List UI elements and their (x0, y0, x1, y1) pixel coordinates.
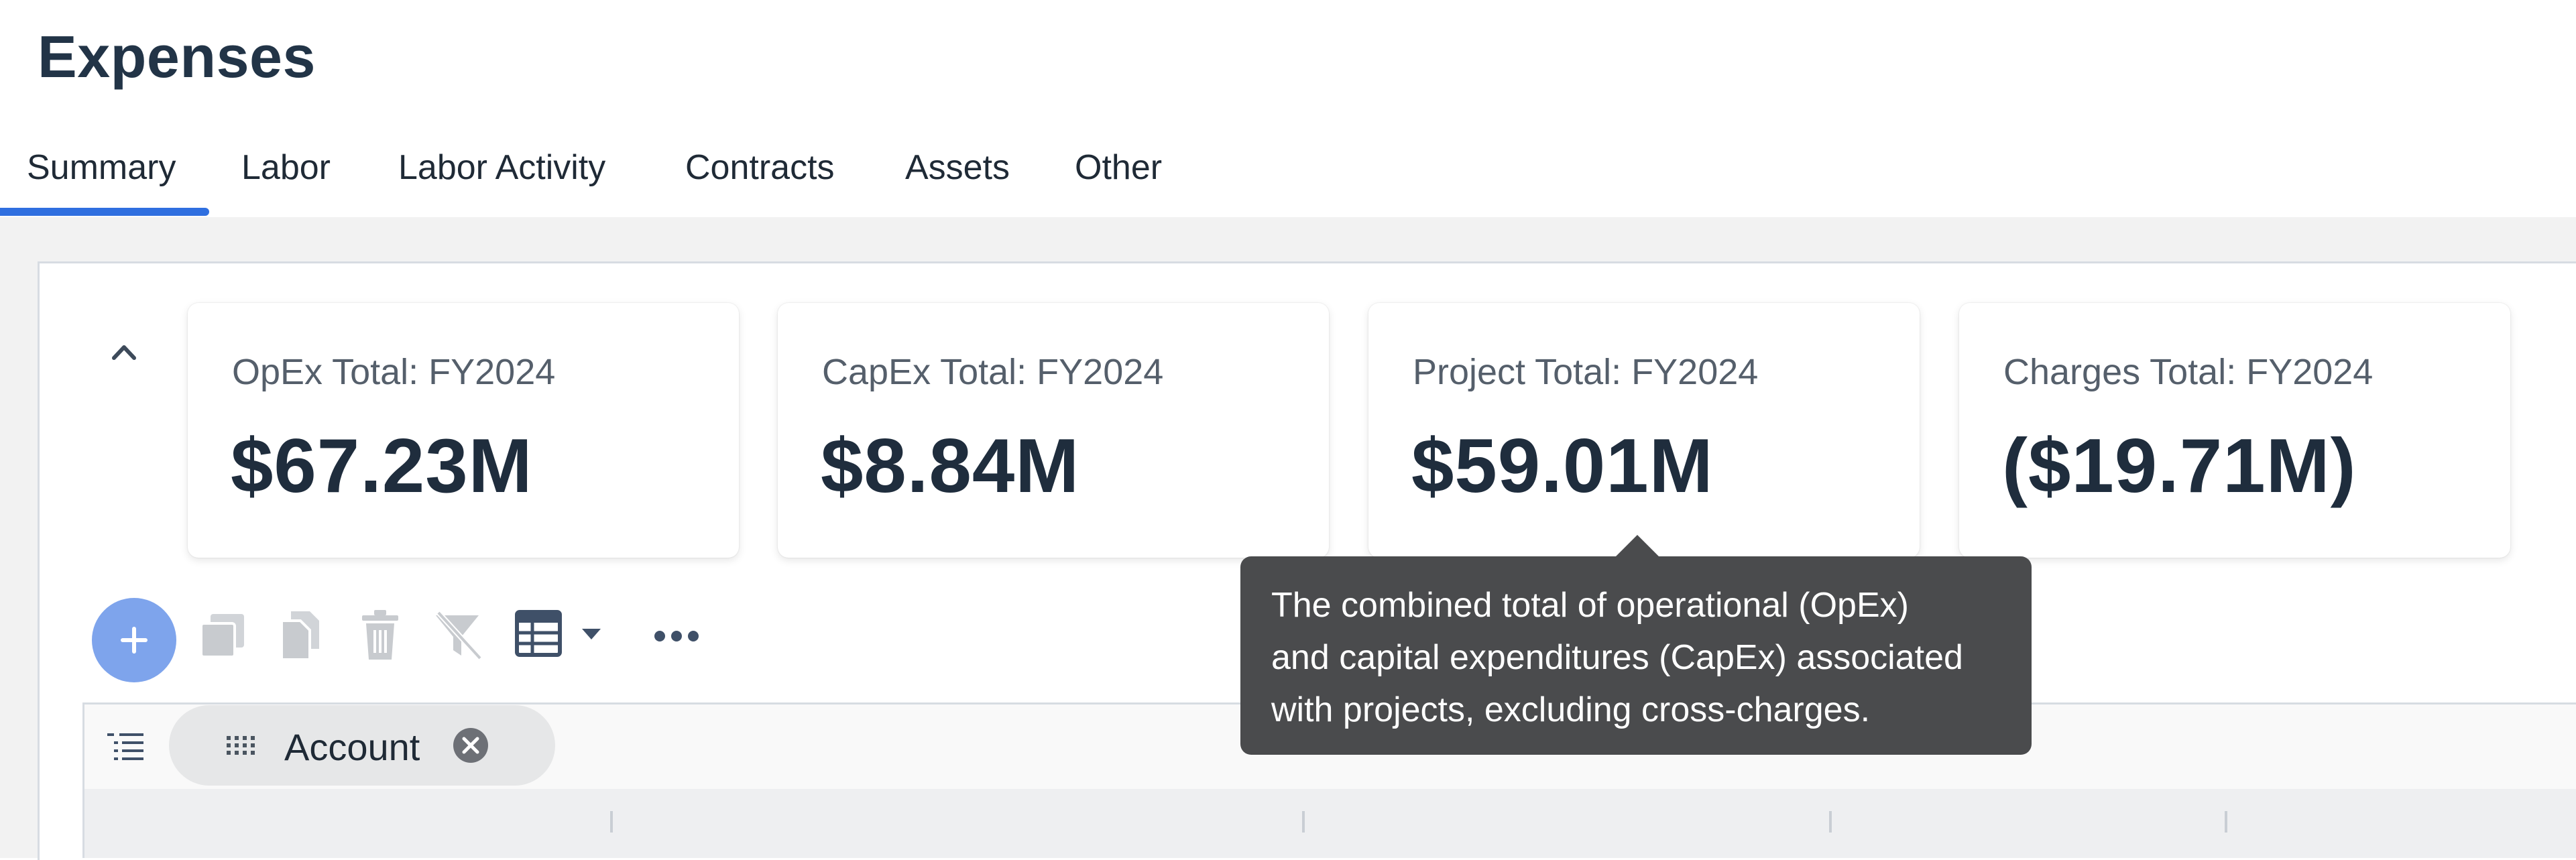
clear-filter-button[interactable] (432, 609, 485, 666)
kpi-card-label: OpEx Total: FY2024 (232, 352, 556, 392)
kpi-card-opex[interactable]: OpEx Total: FY2024 $67.23M (188, 303, 739, 558)
table-view-dropdown[interactable] (581, 627, 602, 644)
grouped-list-icon (107, 733, 143, 760)
more-icon (654, 631, 699, 641)
kpi-card-project[interactable]: Project Total: FY2024 $59.01M (1368, 303, 1920, 558)
copy-button[interactable] (197, 610, 248, 664)
kpi-card-label: Project Total: FY2024 (1413, 352, 1759, 392)
kpi-card-label: Charges Total: FY2024 (2003, 352, 2374, 392)
column-resize-handle[interactable] (610, 811, 613, 833)
column-resize-handle[interactable] (1829, 811, 1832, 833)
clear-filter-icon (436, 611, 482, 660)
tab-contracts[interactable]: Contracts (685, 148, 835, 187)
group-toggle-button[interactable] (106, 731, 145, 767)
tooltip-line: and capital expenditures (CapEx) associa… (1271, 638, 1963, 677)
tab-other[interactable]: Other (1075, 148, 1163, 187)
tab-labor[interactable]: Labor (241, 148, 331, 187)
add-button[interactable] (92, 598, 176, 682)
tooltip-line: The combined total of operational (OpEx) (1271, 586, 1909, 625)
kpi-card-value: $59.01M (1411, 424, 1714, 509)
table-view-button[interactable] (515, 610, 562, 660)
duplicate-button[interactable] (278, 609, 325, 666)
duplicate-icon (280, 611, 319, 661)
tab-bar: Summary Labor Labor Activity Contracts A… (0, 134, 2576, 219)
kpi-card-capex[interactable]: CapEx Total: FY2024 $8.84M (778, 303, 1329, 558)
dropdown-caret-icon (582, 629, 601, 639)
delete-button[interactable] (357, 609, 404, 666)
page-title: Expenses (38, 23, 316, 90)
table-view-icon (515, 610, 562, 657)
kpi-card-charges[interactable]: Charges Total: FY2024 ($19.71M) (1959, 303, 2510, 558)
tooltip-line: with projects, excluding cross-charges. (1271, 690, 1871, 729)
project-total-tooltip: The combined total of operational (OpEx)… (1240, 556, 2032, 755)
more-options-button[interactable] (653, 626, 700, 650)
tab-summary[interactable]: Summary (27, 148, 176, 187)
chevron-up-icon (112, 345, 136, 360)
grid-column-header-row (82, 789, 2576, 858)
tab-labor-activity[interactable]: Labor Activity (398, 148, 606, 187)
copy-icon (200, 614, 244, 658)
column-resize-handle[interactable] (1302, 811, 1305, 833)
remove-chip-icon[interactable] (452, 727, 489, 764)
group-chip-label: Account (284, 726, 420, 768)
kpi-card-value: ($19.71M) (2002, 424, 2357, 509)
collapse-button[interactable] (101, 328, 148, 375)
column-resize-handle[interactable] (2225, 811, 2227, 833)
group-chip-account[interactable]: Account (169, 705, 555, 786)
tab-assets[interactable]: Assets (905, 148, 1010, 187)
kpi-card-value: $67.23M (231, 424, 533, 509)
tooltip-arrow (1616, 535, 1659, 556)
drag-handle-icon (227, 736, 255, 755)
add-icon (121, 627, 148, 654)
kpi-card-value: $8.84M (821, 424, 1080, 509)
delete-icon (362, 610, 398, 660)
active-tab-indicator (0, 208, 209, 216)
kpi-card-label: CapEx Total: FY2024 (822, 352, 1164, 392)
